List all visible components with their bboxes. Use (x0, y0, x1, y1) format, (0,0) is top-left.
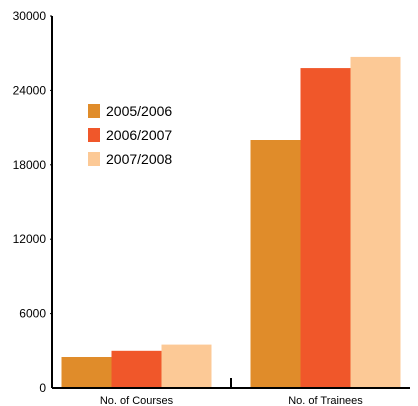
legend-swatch (88, 104, 100, 118)
bar (250, 140, 301, 388)
legend-swatch (88, 128, 100, 142)
x-category-label: No. of Courses (100, 395, 174, 406)
y-tick-label: 0 (39, 381, 46, 395)
legend-swatch (88, 152, 100, 166)
legend: 2005/2006 2006/2007 2007/2008 (82, 96, 192, 176)
bar (111, 350, 162, 388)
bar (161, 344, 212, 388)
bar (350, 56, 401, 389)
legend-label: 2006/2007 (106, 127, 172, 143)
legend-label: 2005/2006 (106, 103, 172, 119)
x-axis: No. of Courses No. of Trainees (52, 378, 410, 406)
y-tick-label: 18000 (13, 158, 47, 172)
legend-label: 2007/2008 (106, 151, 172, 167)
legend-box (82, 96, 192, 176)
bars (61, 56, 401, 389)
y-axis: 0 6000 12000 18000 24000 30000 (13, 9, 53, 395)
y-tick-label: 6000 (19, 307, 46, 321)
bar (61, 357, 112, 388)
x-category-label: No. of Trainees (288, 395, 363, 406)
y-tick-label: 30000 (13, 9, 47, 23)
bar (300, 68, 351, 388)
y-tick-label: 24000 (13, 83, 47, 97)
y-tick-label: 12000 (13, 232, 47, 246)
